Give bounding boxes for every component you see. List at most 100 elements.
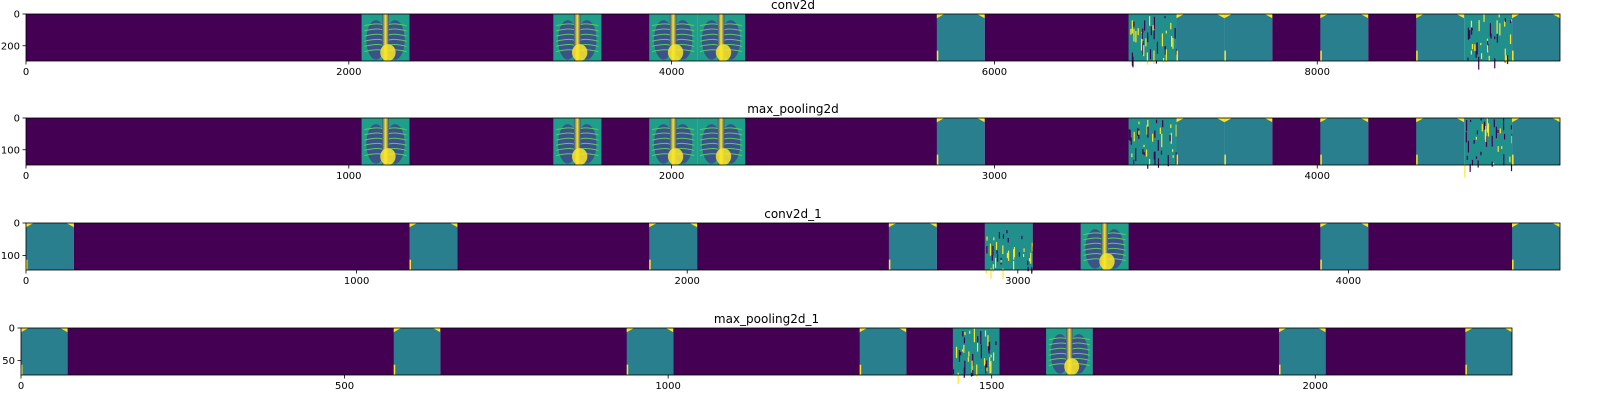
tile-teal-corner [66,223,74,228]
feature-map-tile-0 [26,118,75,165]
feature-map-tile-29 [1372,328,1420,375]
feature-map-tile-8 [409,14,459,61]
tile-edges-edge-mark [1469,164,1471,172]
tile-edges-edge-mark [1143,152,1145,156]
tile-xray-spine [717,14,725,61]
tile-edges-edge-mark [1491,161,1493,167]
y-tick-label: 100 [1,145,20,156]
tile-dark [169,223,219,270]
tile-teal-edge [1512,259,1514,270]
tile-edges-edge-mark [1162,57,1165,63]
tile-teal-bg [888,223,937,270]
tile-edges-edge-mark [988,342,990,352]
tile-edges-edge-mark [1510,163,1513,172]
feature-map-tile-14 [673,328,721,375]
tile-edges-edge-mark [1465,120,1468,132]
tile-dark [601,118,650,165]
tile-dark [217,223,267,270]
feature-map-tile-26 [1272,223,1321,270]
feature-map-tile-28 [1368,14,1417,61]
x-tick-label: 1000 [336,171,361,182]
tile-edges-edge-mark [1467,140,1470,153]
tile-edges-edge-mark [1511,135,1513,144]
tile-dark [673,328,721,375]
feature-map-tile-5 [265,223,315,270]
tile-dark [313,14,363,61]
tile-xray-spine [573,118,581,165]
tile-edges-edge-mark [1132,56,1134,68]
tile-edges-edge-mark [1497,129,1499,133]
tile-edges-edge-mark [1481,123,1483,132]
tile-dark [1232,328,1280,375]
tile-teal-corner [449,223,458,228]
feature-map-tile-20 [984,118,1034,165]
feature-map-tile-4 [217,14,267,61]
tile-dark [207,328,255,375]
feature-map-tile-24 [1176,118,1225,165]
tile-edges-edge-mark [1473,140,1475,144]
tile-dark [73,14,123,61]
feature-map-tile-21 [1032,14,1082,61]
tile-dark [73,118,123,165]
tile-dark [265,118,315,165]
tile-edges-edge-mark [1470,20,1473,29]
tile-dark [1272,14,1321,61]
tile-edges-edge-mark [998,231,1001,239]
tile-teal-corner [1216,118,1225,123]
feature-map-tile-18 [888,14,938,61]
feature-map-tile-19 [936,14,985,61]
tile-xray-heart [572,148,588,165]
tile-edges-edge-mark [1142,28,1144,34]
feature-map-tile-1 [73,14,123,61]
tile-teal-corner [1176,118,1185,123]
x-tick-label: 4000 [659,67,684,78]
feature-map-tile-17 [840,14,890,61]
tile-edges-edge-mark [955,346,958,358]
y-tick-label: 0 [14,219,20,230]
tile-edges-edge-mark [969,330,971,334]
tile-xray-heart [1064,358,1080,376]
chart-title: max_pooling2d [747,102,839,116]
tile-edges-edge-mark [1164,46,1166,50]
tile-teal-bg [1176,14,1225,61]
feature-map-tile-18 [859,328,907,375]
feature-map-tile-0 [26,14,75,61]
tile-dark [160,328,208,375]
tile-edges-edge-mark [957,372,959,384]
tile-teal-corner [898,328,907,333]
feature-map-tile-13 [649,223,698,270]
tile-edges-edge-mark [1030,252,1032,264]
tile-edges-edge-mark [1006,230,1008,234]
tile-teal-edge [1512,154,1514,165]
tile-dark [1368,118,1417,165]
tile-edges-edge-mark [1494,36,1496,40]
tile-edges-edge-mark [984,330,987,337]
tile-edges-edge-mark [1152,25,1154,31]
tile-edges-edge-mark [1027,266,1029,272]
feature-map-tile-10 [505,223,554,270]
feature-map-tile-16 [793,14,842,61]
tile-teal-edge [1512,50,1514,61]
y-tick-label: 200 [1,41,20,52]
tile-edges-edge-mark [990,354,992,358]
tile-teal-corner [1224,14,1233,19]
feature-map-tile-10 [505,14,554,61]
tile-dark [697,223,746,270]
tile-teal-corner [689,223,698,228]
tile-edges-edge-mark [1170,22,1172,30]
tile-dark [1368,223,1417,270]
feature-map-tile-16 [766,328,814,375]
feature-map-tile-14 [697,118,746,165]
tile-edges-edge-mark [1484,125,1486,140]
tile-edges-edge-mark [1480,118,1482,121]
tile-edges-edge-mark [963,337,966,344]
tile-edges-edge-mark [1002,234,1005,239]
tile-edges-edge-mark [1159,127,1161,134]
feature-map-tile-11 [553,118,602,165]
feature-map-tile-6 [300,328,348,375]
tile-edges-edge-mark [971,360,973,374]
x-tick-label: 4000 [1305,171,1330,182]
feature-map-tile-15 [745,14,794,61]
tile-dark [745,14,794,61]
tile-dark [888,118,938,165]
